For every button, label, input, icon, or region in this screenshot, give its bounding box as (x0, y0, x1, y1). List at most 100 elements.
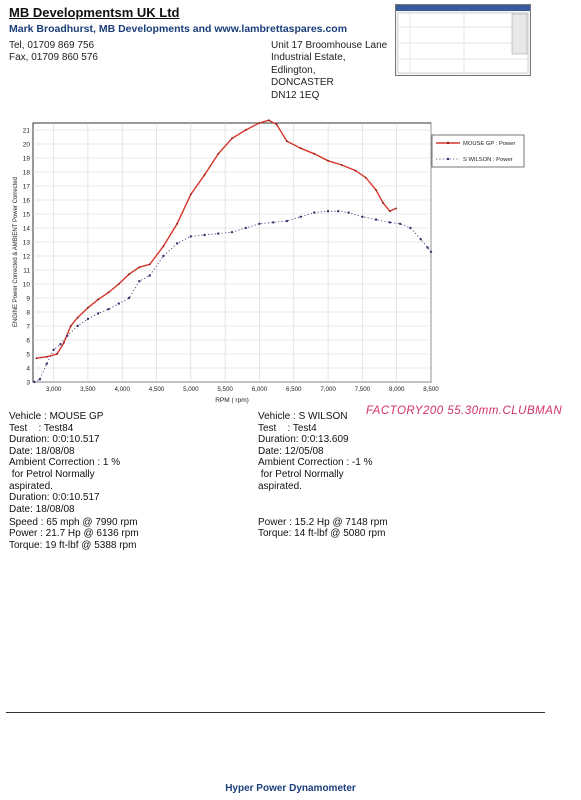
data-point (299, 147, 302, 150)
series-layer (33, 119, 433, 384)
data-point (69, 325, 72, 327)
data-point (271, 221, 275, 224)
data-point (388, 221, 392, 224)
y-tick-label: 7 (26, 323, 30, 330)
data-point (244, 226, 247, 230)
vehicle1-duration-2: Duration: 0:0:10.517 (9, 492, 100, 504)
vehicle1-name: Vehicle : MOUSE GP (9, 411, 104, 422)
vehicle1-date: Date: 18/08/08 (9, 445, 75, 457)
data-point (285, 140, 288, 143)
series-line-mouse-gp (36, 119, 397, 359)
vehicle2-test: Test : Test4 (258, 422, 317, 434)
thumbnail-graphic (396, 5, 530, 74)
data-point (395, 207, 397, 210)
vehicle1-test: Test : Test84 (9, 422, 74, 434)
data-point (419, 238, 422, 241)
data-point (56, 353, 58, 355)
x-tick-label: 4,500 (149, 386, 165, 393)
company-subtitle: Mark Broadhurst, MB Developments and www… (9, 23, 348, 35)
software-thumbnail (395, 4, 531, 76)
address-line: Edlington, (271, 64, 316, 76)
data-point (138, 280, 141, 283)
data-point (52, 348, 55, 351)
x-tick-label: 3,000 (46, 386, 62, 393)
data-point (375, 189, 378, 192)
data-point (127, 296, 131, 300)
address-line: Industrial Estate, (271, 52, 346, 64)
data-point (66, 334, 69, 337)
legend: MOUSE GP : Power S WILSON : Power (436, 141, 515, 163)
data-point (429, 250, 433, 253)
legend-label: S WILSON : Power (463, 157, 513, 163)
series-2 (33, 210, 433, 384)
y-tick-label: 21 (23, 127, 31, 134)
data-point (176, 222, 179, 225)
vehicle2-aspirated: aspirated. (258, 480, 302, 492)
power-chart: 3 4 5 6 7 8 9 10 11 12 13 14 15 16 17 18 19 20 21 3,000 3,5… (13, 119, 525, 404)
data-point (217, 152, 220, 155)
data-point (217, 232, 220, 235)
data-point (313, 211, 316, 214)
data-point (299, 215, 302, 218)
data-point (374, 218, 378, 221)
data-point (175, 242, 179, 245)
data-point (86, 317, 90, 321)
vehicle1-date-2: Date: 18/08/08 (9, 503, 75, 515)
data-point (148, 263, 151, 266)
x-tick-label: 7,000 (320, 386, 336, 393)
legend-label: MOUSE GP : Power (463, 141, 515, 147)
data-point (361, 215, 364, 218)
x-tick-label: 5,500 (217, 386, 233, 393)
data-point (38, 378, 42, 381)
data-point (285, 219, 289, 223)
company-name: MB Developmentsm UK Ltd (9, 5, 180, 20)
vehicle2-power: Power : 15.2 Hp @ 7148 rpm (258, 516, 388, 528)
x-tick-label: 3,500 (80, 386, 96, 393)
data-point (86, 306, 89, 309)
x-tick-label: 5,000 (183, 386, 199, 393)
y-tick-label: 17 (23, 183, 31, 190)
address-line: DN12 1EQ (271, 89, 320, 101)
y-tick-label: 11 (23, 267, 30, 274)
vehicle2-ambient: Ambient Correction : -1 % (258, 457, 373, 469)
y-tick-label: 6 (26, 337, 30, 344)
vehicle1-petrol: for Petrol Normally (9, 469, 95, 480)
data-point (326, 210, 330, 213)
y-tick-label: 18 (23, 169, 31, 176)
x-tick-label: 8,500 (423, 386, 439, 393)
y-tick-label: 10 (23, 281, 31, 288)
data-point (97, 298, 100, 301)
data-point (76, 324, 79, 328)
y-tick-label: 4 (26, 365, 30, 372)
data-point (128, 273, 130, 276)
data-point (382, 201, 384, 204)
data-point (138, 266, 141, 269)
data-point (203, 233, 206, 237)
data-point (398, 222, 402, 225)
y-tick-label: 19 (23, 155, 31, 162)
data-point (148, 274, 151, 277)
x-tick-label: 6,500 (286, 386, 302, 393)
telephone: Tel, 01709 869 756 (9, 40, 95, 51)
vehicle1-duration: Duration: 0:0:10.517 (9, 434, 100, 446)
y-axis-label: ENGINE Power Corrected & AMBIENT Power C… (13, 177, 19, 327)
data-point (45, 355, 48, 358)
vehicle1-aspirated: aspirated. (9, 480, 53, 492)
y-tick-label: 14 (23, 225, 31, 232)
y-tick-label: 16 (23, 197, 31, 204)
data-point (189, 235, 193, 238)
data-point (33, 380, 36, 384)
vehicle2-date: Date: 12/05/08 (258, 445, 324, 457)
legend-box (431, 134, 525, 168)
fax: Fax, 01709 860 576 (9, 52, 98, 63)
data-point (117, 302, 120, 305)
data-point (275, 123, 278, 126)
data-point (258, 222, 261, 225)
legend-marker (446, 157, 450, 161)
data-point (45, 362, 48, 365)
data-point (62, 341, 65, 344)
data-point (364, 176, 367, 179)
y-tick-label: 8 (26, 309, 30, 316)
data-point (426, 246, 429, 249)
handwritten-annotation: FACTORY200 55.30mm.CLUBMAN (366, 405, 563, 417)
